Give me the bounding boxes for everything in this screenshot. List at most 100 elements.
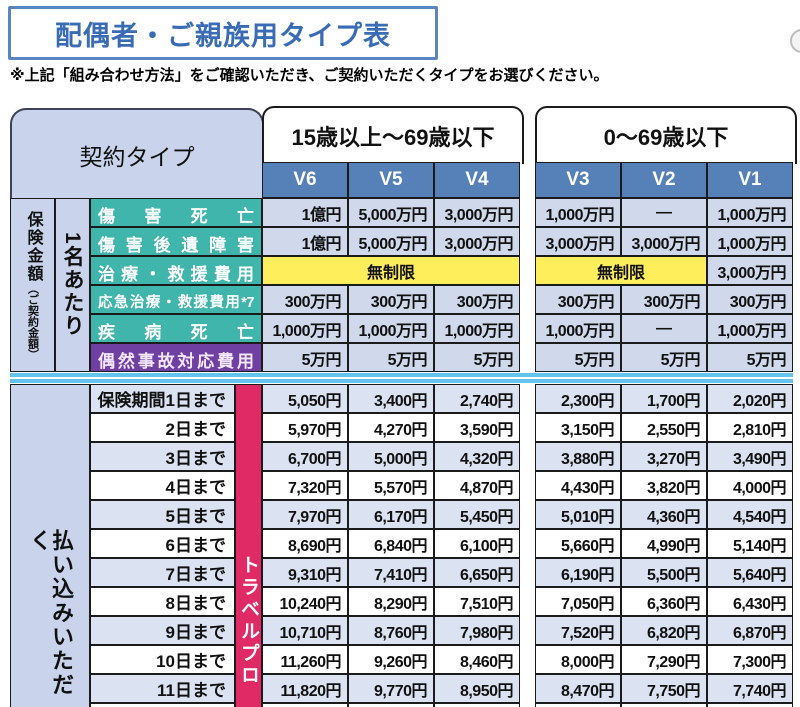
premium-value-cell: 2,550円 (621, 413, 707, 442)
premium-value-cell: 5,450円 (434, 500, 520, 529)
premium-row: 10,710円 8,760円 7,980円 (262, 616, 520, 645)
coverage-value-cell: 3,000万円 (707, 256, 793, 285)
premium-value-cell: 4,320円 (434, 442, 520, 471)
page-title-box: 配偶者・ご親族用タイプ表 (8, 6, 438, 60)
premium-value-cell: 6,820円 (621, 616, 707, 645)
page-title: 配偶者・ご親族用タイプ表 (55, 20, 391, 51)
premium-value-cell: 8,760円 (348, 616, 434, 645)
coverage-value-cell: 5万円 (434, 343, 520, 372)
premium-row: 5,660円 4,990円 5,140円 (535, 529, 793, 558)
premium-value-cell: 5,500円 (621, 558, 707, 587)
premium-value-cell: 6,430円 (707, 587, 793, 616)
premium-value-cell: 9,770円 (348, 674, 434, 703)
premium-value-cell: 4,270円 (348, 413, 434, 442)
premium-value-cell: 6,870円 (707, 616, 793, 645)
coverage-label-cell: 疾病死亡 (90, 314, 262, 343)
premium-value-cell: 4,000円 (707, 471, 793, 500)
age-group-label: 15歳以上〜69歳以下 (291, 125, 495, 150)
coverage-label-cell: 傷害後遺障害 (90, 227, 262, 256)
v-column-header: V1 (707, 162, 793, 198)
coverage-value-cell: 300万円 (707, 285, 793, 314)
premium-value-cell: 7,970円 (262, 500, 348, 529)
premium-value-cell: 6,170円 (348, 500, 434, 529)
premium-value-cell: 7,300円 (707, 645, 793, 674)
premium-paid-label: 払い込みいただく (27, 529, 74, 697)
coverage-values-right-table: 1,000万円 —1,000万円 3,000万円 3,000万円 1,000万円 無制限 3… (535, 198, 793, 372)
premium-value-cell: 10,240円 (262, 587, 348, 616)
coverage-label-cell: 応急治療・救援費用*7 (90, 285, 262, 314)
coverage-label-cell: 傷害死亡 (90, 198, 262, 227)
coverage-row: 1億円 5,000万円 3,000万円 (262, 227, 520, 256)
premium-value-cell: 5,970円 (262, 413, 348, 442)
premium-row: 2,300円 1,700円 2,020円 (535, 384, 793, 413)
age-group-header-left: 15歳以上〜69歳以下 (262, 106, 524, 164)
premium-row: 7,050円 6,360円 6,430円 (535, 587, 793, 616)
premium-value-cell: 2,020円 (707, 384, 793, 413)
premium-row: 9,310円 7,410円 6,650円 (262, 558, 520, 587)
travel-plan-band: トラベルプロ (235, 384, 262, 707)
coverage-value-cell: 1,000万円 (348, 314, 434, 343)
premium-value-cell: 8,460円 (434, 645, 520, 674)
contract-type-label: 契約タイプ (79, 144, 195, 170)
premium-value-cell: 5,570円 (348, 471, 434, 500)
coverage-value-cell: 3,000万円 (434, 198, 520, 227)
premium-value-cell: 6,360円 (621, 587, 707, 616)
coverage-value-cell: 1,000万円 (535, 314, 621, 343)
insurance-amount-text: 保険金額 (24, 210, 42, 283)
premium-value-cell-cutoff (434, 703, 520, 707)
premium-value-cell: 7,520円 (535, 616, 621, 645)
premium-value-cell-cutoff (621, 703, 707, 707)
premium-row-cutoff (262, 703, 520, 707)
premium-row: 4,430円 3,820円 4,000円 (535, 471, 793, 500)
premium-value-cell: 6,840円 (348, 529, 434, 558)
v-column-header: V4 (434, 162, 520, 198)
premium-value-cell: 3,150円 (535, 413, 621, 442)
premium-value-cell: 5,050円 (262, 384, 348, 413)
coverage-row: 5万円 5万円 5万円 (535, 343, 793, 372)
premium-value-cell: 11,260円 (262, 645, 348, 674)
premium-value-cell: 5,640円 (707, 558, 793, 587)
premium-value-cell: 7,750円 (621, 674, 707, 703)
premium-day-cell: 保険期間1日まで (90, 384, 235, 413)
premium-value-cell: 3,880円 (535, 442, 621, 471)
premium-day-cell: 2日まで (90, 413, 235, 442)
premium-sidebar: 払い込みいただく (10, 384, 90, 707)
premium-value-cell: 2,300円 (535, 384, 621, 413)
premium-value-cell: 7,410円 (348, 558, 434, 587)
premium-value-cell: 8,950円 (434, 674, 520, 703)
coverage-row: 無制限 (262, 256, 520, 285)
premium-day-cell: 9日まで (90, 616, 235, 645)
premium-value-cell: 7,290円 (621, 645, 707, 674)
coverage-row: 1億円 5,000万円 3,000万円 (262, 198, 520, 227)
coverage-value-cell: 3,000万円 (434, 227, 520, 256)
premium-day-cell: 11日まで (90, 674, 235, 703)
coverage-value-cell: 300万円 (348, 285, 434, 314)
age-group-header-right: 0〜69歳以下 (535, 106, 797, 164)
coverage-value-cell: 5万円 (707, 343, 793, 372)
v-column-header: V6 (262, 162, 348, 198)
premium-value-cell: 11,820円 (262, 674, 348, 703)
premium-values-right-table: 2,300円 1,700円 2,020円 3,150円 2,550円 2,810円 3,88… (535, 384, 793, 707)
coverage-row: 1,000万円 —1,000万円 (535, 198, 793, 227)
premium-row: 5,050円 3,400円 2,740円 (262, 384, 520, 413)
coverage-row: 無制限 3,000万円 (535, 256, 793, 285)
premium-value-cell: 4,870円 (434, 471, 520, 500)
premium-value-cell: 3,490円 (707, 442, 793, 471)
premium-value-cell: 7,740円 (707, 674, 793, 703)
contract-type-header: 契約タイプ (10, 108, 264, 200)
insurance-amount-subtext: （ご契約金額） (26, 282, 39, 360)
coverage-value-cell: 5万円 (535, 343, 621, 372)
premium-row: 11,820円 9,770円 8,950円 (262, 674, 520, 703)
premium-value-cell: 2,740円 (434, 384, 520, 413)
coverage-value-cell: 5,000万円 (348, 227, 434, 256)
coverage-row: 1,000万円 —1,000万円 (535, 314, 793, 343)
coverage-value-cell: 1,000万円 (434, 314, 520, 343)
premium-value-cell: 6,700円 (262, 442, 348, 471)
premium-value-cell: 5,010円 (535, 500, 621, 529)
coverage-values-left-table: 1億円 5,000万円 3,000万円 1億円 5,000万円 3,000万円 無制限 300… (262, 198, 520, 372)
premium-value-cell: 9,260円 (348, 645, 434, 674)
coverage-value-cell: 3,000万円 (535, 227, 621, 256)
premium-day-cell-cutoff (90, 703, 235, 707)
coverage-value-cell: 3,000万円 (621, 227, 707, 256)
